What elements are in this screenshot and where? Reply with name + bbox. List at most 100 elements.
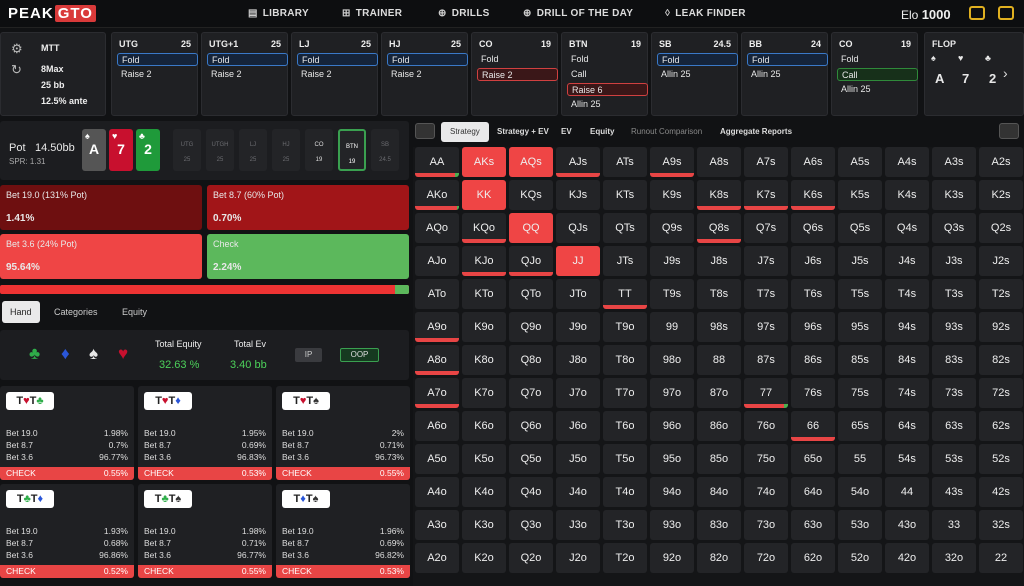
hand-cell-j4o[interactable]: J4o — [556, 477, 600, 507]
hand-cell-q8s[interactable]: Q8s — [697, 213, 741, 243]
hand-cell-43s[interactable]: 43s — [932, 477, 976, 507]
subtab-aggregate-reports[interactable]: Aggregate Reports — [720, 127, 793, 136]
hand-cell-98o[interactable]: 98o — [650, 345, 694, 375]
hand-cell-32o[interactable]: 32o — [932, 543, 976, 573]
hand-cell-a3o[interactable]: A3o — [415, 510, 459, 540]
hand-cell-75s[interactable]: 75s — [838, 378, 882, 408]
hand-cell-kqo[interactable]: KQo — [462, 213, 506, 243]
seat-hj[interactable]: HJ 25 — [272, 129, 300, 171]
hand-combo-card[interactable]: T♣T♦ Bet 19.0 1.93% Bet 8.7 0.68% Bet 3.6 96.8… — [0, 484, 134, 578]
hand-cell-qts[interactable]: QTs — [603, 213, 647, 243]
seat-utgh[interactable]: UTGH 25 — [206, 129, 234, 171]
hand-cell-95s[interactable]: 95s — [838, 312, 882, 342]
tab-hand[interactable]: Hand — [2, 301, 40, 323]
seat-utg[interactable]: UTG 25 — [173, 129, 201, 171]
hand-cell-a4o[interactable]: A4o — [415, 477, 459, 507]
hand-cell-a2o[interactable]: A2o — [415, 543, 459, 573]
hand-cell-97s[interactable]: 97s — [744, 312, 788, 342]
hand-cell-65s[interactable]: 65s — [838, 411, 882, 441]
hand-cell-qjo[interactable]: QJo — [509, 246, 553, 276]
hand-cell-t4s[interactable]: T4s — [885, 279, 929, 309]
hand-cell-33[interactable]: 33 — [932, 510, 976, 540]
hand-cell-q4o[interactable]: Q4o — [509, 477, 553, 507]
diamond-suit-icon[interactable]: ♦ — [61, 344, 70, 363]
hand-cell-qq[interactable]: QQ — [509, 213, 553, 243]
hand-cell-85s[interactable]: 85s — [838, 345, 882, 375]
hand-cell-j6o[interactable]: J6o — [556, 411, 600, 441]
hand-cell-j2s[interactable]: J2s — [979, 246, 1023, 276]
action-option[interactable]: Allin 25 — [751, 69, 781, 79]
hand-cell-j8o[interactable]: J8o — [556, 345, 600, 375]
action-option[interactable]: Fold — [841, 54, 859, 64]
hand-cell-k7s[interactable]: K7s — [744, 180, 788, 210]
hand-cell-q9s[interactable]: Q9s — [650, 213, 694, 243]
hand-cell-a7o[interactable]: A7o — [415, 378, 459, 408]
hand-combo-card[interactable]: T♣T♠ Bet 19.0 1.98% Bet 8.7 0.71% Bet 3.6 96.7… — [138, 484, 272, 578]
hand-cell-k8s[interactable]: K8s — [697, 180, 741, 210]
hand-cell-75o[interactable]: 75o — [744, 444, 788, 474]
hand-cell-qto[interactable]: QTo — [509, 279, 553, 309]
hand-cell-76o[interactable]: 76o — [744, 411, 788, 441]
hand-cell-64o[interactable]: 64o — [791, 477, 835, 507]
hand-cell-jj[interactable]: JJ — [556, 246, 600, 276]
action-option[interactable]: Raise 2 — [391, 69, 422, 79]
logo[interactable]: PEAK GTO — [8, 5, 96, 22]
hand-cell-q5s[interactable]: Q5s — [838, 213, 882, 243]
hand-cell-ats[interactable]: ATs — [603, 147, 647, 177]
hand-cell-84o[interactable]: 84o — [697, 477, 741, 507]
hand-cell-aks[interactable]: AKs — [462, 147, 506, 177]
hand-cell-77[interactable]: 77 — [744, 378, 788, 408]
hand-cell-j7s[interactable]: J7s — [744, 246, 788, 276]
hand-cell-a5s[interactable]: A5s — [838, 147, 882, 177]
hand-cell-q5o[interactable]: Q5o — [509, 444, 553, 474]
hand-cell-ajo[interactable]: AJo — [415, 246, 459, 276]
hand-cell-66[interactable]: 66 — [791, 411, 835, 441]
action-option[interactable]: Raise 2 — [211, 69, 242, 79]
hand-cell-54o[interactable]: 54o — [838, 477, 882, 507]
hand-cell-62o[interactable]: 62o — [791, 543, 835, 573]
hand-cell-jto[interactable]: JTo — [556, 279, 600, 309]
hand-cell-q7s[interactable]: Q7s — [744, 213, 788, 243]
action-box[interactable]: Bet 8.7 (60% Pot) 0.70% — [207, 185, 409, 230]
hand-cell-98s[interactable]: 98s — [697, 312, 741, 342]
hand-cell-73s[interactable]: 73s — [932, 378, 976, 408]
hand-cell-t8o[interactable]: T8o — [603, 345, 647, 375]
hand-combo-card[interactable]: T♦T♠ Bet 19.0 1.96% Bet 8.7 0.69% Bet 3.6 96.8… — [276, 484, 410, 578]
action-option[interactable]: Raise 2 — [477, 68, 558, 81]
hand-cell-tt[interactable]: TT — [603, 279, 647, 309]
hand-cell-q3s[interactable]: Q3s — [932, 213, 976, 243]
hand-cell-74s[interactable]: 74s — [885, 378, 929, 408]
seat-co[interactable]: CO 19 — [305, 129, 333, 171]
nav-drills[interactable]: ⊕ DRILLS — [438, 8, 490, 19]
hand-cell-82s[interactable]: 82s — [979, 345, 1023, 375]
hand-cell-54s[interactable]: 54s — [885, 444, 929, 474]
subtab-strategy[interactable]: Strategy — [441, 122, 489, 142]
hand-combo-card[interactable]: T♥T♦ Bet 19.0 1.95% Bet 8.7 0.69% Bet 3.6 96.8… — [138, 386, 272, 480]
hand-cell-j4s[interactable]: J4s — [885, 246, 929, 276]
chevron-right-icon[interactable]: › — [1003, 65, 1008, 81]
hand-cell-94s[interactable]: 94s — [885, 312, 929, 342]
hand-cell-aqs[interactable]: AQs — [509, 147, 553, 177]
hand-cell-t3o[interactable]: T3o — [603, 510, 647, 540]
action-option[interactable]: Call — [837, 68, 918, 81]
hand-cell-74o[interactable]: 74o — [744, 477, 788, 507]
hand-cell-a8o[interactable]: A8o — [415, 345, 459, 375]
hand-cell-j3o[interactable]: J3o — [556, 510, 600, 540]
hand-cell-t9o[interactable]: T9o — [603, 312, 647, 342]
hand-cell-j7o[interactable]: J7o — [556, 378, 600, 408]
hand-cell-k9s[interactable]: K9s — [650, 180, 694, 210]
hand-cell-63o[interactable]: 63o — [791, 510, 835, 540]
hand-cell-76s[interactable]: 76s — [791, 378, 835, 408]
tab-categories[interactable]: Categories — [54, 307, 98, 317]
action-option[interactable]: Fold — [481, 54, 499, 64]
seat-btn[interactable]: BTN 19 — [338, 129, 366, 171]
seat-lj[interactable]: LJ 25 — [239, 129, 267, 171]
hand-cell-ajs[interactable]: AJs — [556, 147, 600, 177]
hand-cell-k4o[interactable]: K4o — [462, 477, 506, 507]
hand-cell-44[interactable]: 44 — [885, 477, 929, 507]
hand-cell-t7s[interactable]: T7s — [744, 279, 788, 309]
hand-cell-k5s[interactable]: K5s — [838, 180, 882, 210]
ip-toggle[interactable]: IP — [295, 348, 322, 362]
hand-cell-q2s[interactable]: Q2s — [979, 213, 1023, 243]
action-option[interactable]: Fold — [571, 54, 589, 64]
